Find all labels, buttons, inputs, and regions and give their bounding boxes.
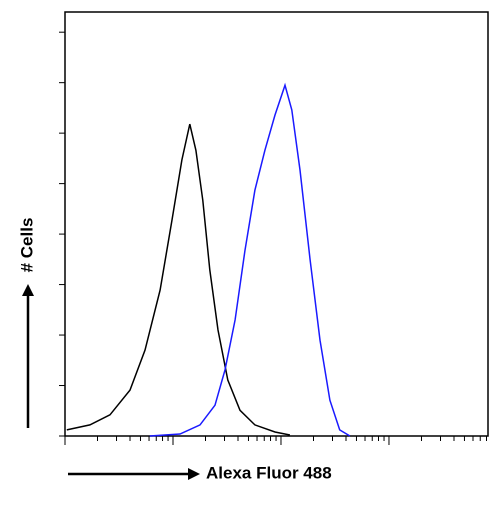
histogram-line (149, 82, 351, 437)
x-arrow-head (188, 468, 200, 480)
y-axis-label: # Cells (17, 218, 36, 273)
histogram-line (66, 123, 291, 436)
x-axis-label: Alexa Fluor 488 (206, 463, 332, 482)
plot-frame (64, 11, 489, 437)
y-arrow-head (22, 284, 34, 296)
